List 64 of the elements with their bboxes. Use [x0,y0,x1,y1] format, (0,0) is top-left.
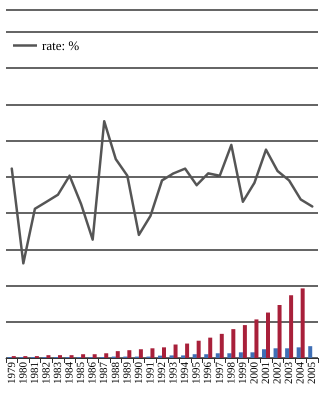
bar [58,355,62,358]
x-tick-label: 1983 [52,362,64,384]
bar [181,355,186,358]
bar [242,325,247,358]
x-tick-label: 1986 [86,362,99,384]
x-tick-label: 1998 [225,362,238,384]
bar [204,354,208,358]
bar [138,349,143,358]
x-tick-label: 1981 [28,362,41,384]
x-tick-label: 1999 [236,362,249,384]
bar [227,353,232,358]
bar [150,348,154,358]
bar [285,348,290,358]
x-tick-label: 1992 [156,362,168,384]
bar [46,355,50,358]
bar [238,352,243,358]
bar [254,319,258,358]
bar [266,312,270,358]
x-tick-label: 2005 [306,362,318,384]
x-tick-label: 2002 [272,362,284,384]
bar [92,354,97,358]
bar [250,352,254,358]
x-tick-label: 1994 [179,362,192,384]
x-tick-label: 1985 [75,362,88,384]
x-tick-label: 1984 [64,362,76,384]
bar [196,340,201,358]
x-tick-label: 1995 [190,362,203,384]
x-tick-label: 1996 [202,362,214,384]
bar [278,304,282,358]
bar [216,353,220,358]
bar [162,347,166,358]
bar [300,288,305,358]
x-tick-label: 2003 [283,362,296,384]
bar [127,350,132,358]
bar [274,348,278,358]
bar [70,355,74,358]
bar [185,344,190,358]
bar [116,351,120,358]
x-tick-label: 2001 [260,362,272,384]
bar [192,354,197,358]
x-tick-label: 1991 [144,362,156,384]
bar [81,354,86,358]
bar [220,334,224,358]
x-tick-label: 1993 [168,362,180,384]
legend-label: rate: % [42,38,80,53]
bar [231,329,236,358]
bar [208,338,212,358]
bar [174,344,178,358]
x-tick-label: 1987 [98,362,110,384]
bar [296,347,301,358]
x-tick-label: 1982 [40,362,52,384]
x-tick-label: 1979 [6,362,18,384]
x-tick-label: 2000 [248,362,260,384]
x-tick-label: 2004 [294,362,307,384]
bar [104,353,108,358]
x-tick-label: 1990 [132,362,145,384]
bar [170,355,174,358]
bar [289,295,294,358]
bar [308,346,312,358]
x-tick-label: 1997 [214,362,226,384]
x-tick-label: 1980 [17,362,30,384]
x-tick-label: 1989 [121,362,134,384]
bar [262,349,266,358]
x-tick-label: 1988 [110,362,122,384]
